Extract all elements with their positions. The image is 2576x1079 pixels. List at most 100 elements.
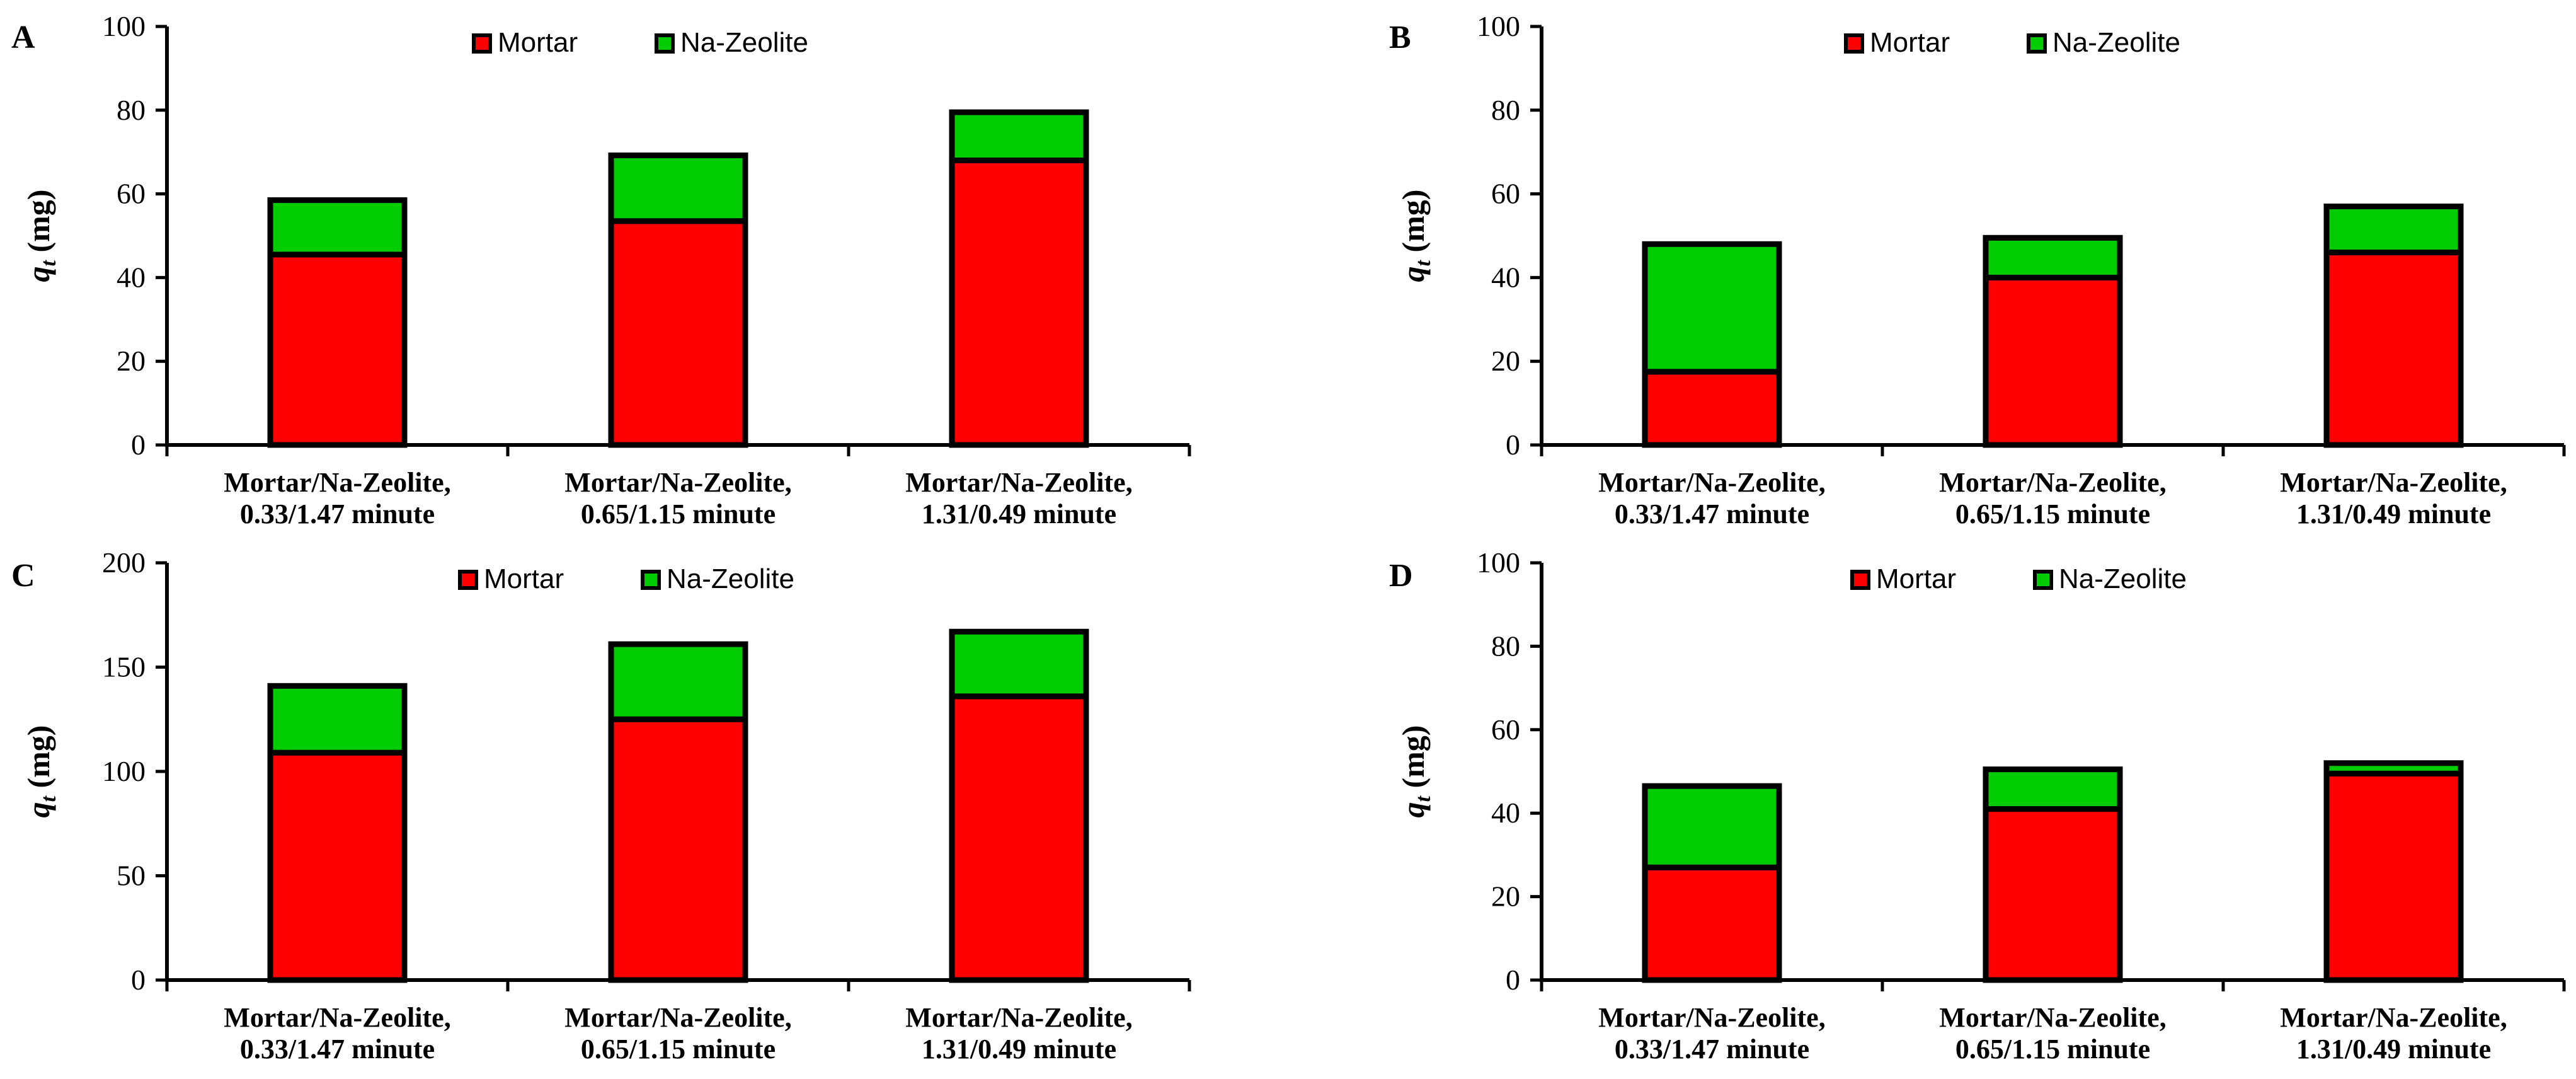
y-axis-label-sub: t <box>37 259 60 266</box>
y-axis-label: qt (mg) <box>1395 190 1435 282</box>
legend-swatch-mortar <box>1844 33 1864 54</box>
legend-label-mortar: Mortar <box>498 27 578 58</box>
legend-swatch-na-zeolite <box>2027 33 2047 54</box>
y-tick-label: 80 <box>117 94 146 126</box>
bar-na-zeolite-2 <box>608 641 748 722</box>
y-axis-label: qt (mg) <box>1395 725 1435 818</box>
x-category-label: Mortar/Na-Zeolite, <box>224 467 450 498</box>
y-axis-label-sub: t <box>1412 259 1435 266</box>
y-axis-label-unit: (mg) <box>1395 190 1431 260</box>
x-category-label: 0.33/1.47 minute <box>1615 499 1809 529</box>
x-category-label: 0.33/1.47 minute <box>1615 1034 1809 1065</box>
x-category-label: 0.65/1.15 minute <box>581 1034 776 1065</box>
y-axis-label-var: q <box>1395 266 1431 282</box>
legend-swatch-na-zeolite <box>655 33 675 54</box>
bar-na-zeolite-2 <box>1983 234 2123 280</box>
panel-letter: C <box>11 558 35 594</box>
x-category-label: Mortar/Na-Zeolite, <box>1939 1002 2166 1033</box>
legend-label-na-zeolite: Na-Zeolite <box>2052 27 2180 58</box>
y-tick-label: 60 <box>1491 178 1520 210</box>
chart-panel-d: Dqt (mg)020406080100Mortar/Na-Zeolite,0.… <box>1389 546 2566 1065</box>
panel-letter: A <box>11 20 35 55</box>
y-axis-label: qt (mg) <box>21 190 60 282</box>
x-category-label: 1.31/0.49 minute <box>2296 1034 2491 1065</box>
x-category-label: 0.65/1.15 minute <box>1955 499 2150 529</box>
legend-label-mortar: Mortar <box>1876 563 1956 594</box>
x-category-label: Mortar/Na-Zeolite, <box>905 1002 1132 1033</box>
x-category-label: 1.31/0.49 minute <box>922 1034 1116 1065</box>
y-tick-label: 0 <box>131 964 146 996</box>
bar-na-zeolite-2 <box>1983 766 2123 812</box>
legend-swatch-mortar <box>472 33 492 54</box>
y-axis-label: qt (mg) <box>21 725 60 818</box>
bar-na-zeolite-1 <box>267 683 408 756</box>
bar-mortar-1 <box>1642 369 1782 448</box>
bar-mortar-1 <box>1642 864 1782 983</box>
y-tick-label: 80 <box>1491 630 1520 662</box>
chart-panel-c: Cqt (mg)050100150200Mortar/Na-Zeolite,0.… <box>11 546 1191 1065</box>
y-tick-label: 60 <box>1491 713 1520 746</box>
y-tick-label: 20 <box>1491 345 1520 377</box>
x-category-label: Mortar/Na-Zeolite, <box>224 1002 450 1033</box>
y-tick-label: 40 <box>117 261 146 293</box>
bar-mortar-2 <box>608 218 748 448</box>
bar-na-zeolite-3 <box>949 109 1089 163</box>
x-category-label: Mortar/Na-Zeolite, <box>1598 1002 1825 1033</box>
y-tick-label: 100 <box>102 755 146 787</box>
x-category-label: Mortar/Na-Zeolite, <box>564 467 791 498</box>
legend-swatch-na-zeolite <box>641 570 661 590</box>
y-tick-label: 100 <box>1477 10 1520 42</box>
y-axis-label-var: q <box>21 266 56 282</box>
bar-na-zeolite-3 <box>2323 760 2464 776</box>
x-category-label: 1.31/0.49 minute <box>2296 499 2491 529</box>
bar-mortar-2 <box>1983 806 2123 983</box>
y-axis-label-var: q <box>1395 802 1431 817</box>
y-axis-label-unit: (mg) <box>21 190 56 260</box>
bar-mortar-3 <box>2323 770 2464 983</box>
y-tick-label: 0 <box>1506 964 1520 996</box>
bar-na-zeolite-3 <box>949 628 1089 700</box>
x-category-label: Mortar/Na-Zeolite, <box>1598 467 1825 498</box>
panel-letter: B <box>1389 20 1411 55</box>
x-category-label: 1.31/0.49 minute <box>922 499 1116 529</box>
y-axis-label-sub: t <box>37 795 60 802</box>
y-tick-label: 100 <box>102 10 146 42</box>
x-category-label: Mortar/Na-Zeolite, <box>564 1002 791 1033</box>
y-tick-label: 60 <box>117 178 146 210</box>
x-category-label: Mortar/Na-Zeolite, <box>905 467 1132 498</box>
legend-label-na-zeolite: Na-Zeolite <box>680 27 808 58</box>
legend-label-na-zeolite: Na-Zeolite <box>2059 563 2187 594</box>
y-tick-label: 40 <box>1491 261 1520 293</box>
legend-swatch-mortar <box>1850 570 1870 590</box>
x-category-label: Mortar/Na-Zeolite, <box>2280 1002 2507 1033</box>
y-axis-label-var: q <box>21 802 56 817</box>
y-tick-label: 0 <box>1506 429 1520 461</box>
legend-label-na-zeolite: Na-Zeolite <box>667 563 794 594</box>
x-category-label: Mortar/Na-Zeolite, <box>2280 467 2507 498</box>
legend-swatch-mortar <box>458 570 478 590</box>
chart-panel-a: Aqt (mg)020406080100Mortar/Na-Zeolite,0.… <box>11 10 1191 529</box>
x-category-label: 0.33/1.47 minute <box>240 1034 435 1065</box>
bar-mortar-1 <box>267 749 408 983</box>
legend-label-mortar: Mortar <box>484 563 564 594</box>
legend-swatch-na-zeolite <box>2033 570 2053 590</box>
y-tick-label: 100 <box>1477 546 1520 579</box>
y-tick-label: 20 <box>1491 880 1520 913</box>
y-tick-label: 40 <box>1491 797 1520 829</box>
bar-mortar-3 <box>949 157 1089 448</box>
bar-mortar-2 <box>1983 274 2123 448</box>
y-axis-label-unit: (mg) <box>21 725 56 796</box>
bar-mortar-3 <box>949 693 1089 983</box>
x-category-label: 0.33/1.47 minute <box>240 499 435 529</box>
bar-mortar-2 <box>608 716 748 983</box>
x-category-label: 0.65/1.15 minute <box>581 499 776 529</box>
y-axis-label-unit: (mg) <box>1395 725 1431 796</box>
chart-panel-b: Bqt (mg)020406080100Mortar/Na-Zeolite,0.… <box>1389 10 2566 529</box>
bar-na-zeolite-3 <box>2323 204 2464 256</box>
bar-na-zeolite-2 <box>608 153 748 224</box>
y-tick-label: 20 <box>117 345 146 377</box>
y-tick-label: 200 <box>102 546 146 579</box>
legend-label-mortar: Mortar <box>1870 27 1950 58</box>
bar-mortar-1 <box>267 251 408 448</box>
x-category-label: Mortar/Na-Zeolite, <box>1939 467 2166 498</box>
